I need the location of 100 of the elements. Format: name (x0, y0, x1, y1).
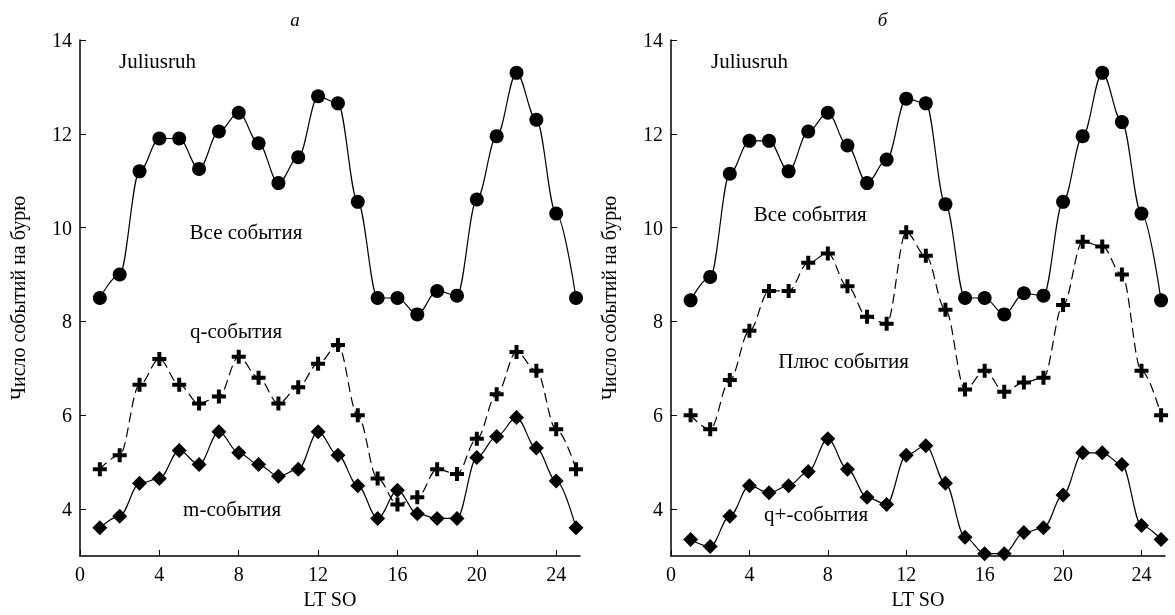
x-tick-label: 4 (744, 563, 755, 585)
point (996, 546, 1012, 562)
point (311, 89, 326, 104)
point (211, 124, 226, 139)
point (683, 532, 699, 548)
point (132, 164, 147, 179)
point (742, 133, 757, 148)
point (1056, 298, 1071, 313)
point (977, 363, 992, 378)
point (820, 105, 835, 120)
point (1134, 206, 1149, 221)
point (112, 508, 128, 524)
point (1016, 525, 1032, 541)
point (722, 373, 737, 388)
point (761, 485, 777, 501)
point (172, 131, 187, 146)
point (1154, 293, 1169, 308)
point (192, 396, 207, 411)
point (350, 478, 366, 494)
point (410, 307, 425, 322)
point (92, 291, 107, 305)
point (409, 506, 425, 522)
point (957, 529, 973, 545)
point (722, 166, 737, 181)
point (449, 510, 465, 526)
point (703, 422, 718, 437)
point (860, 309, 875, 324)
point (1114, 457, 1130, 473)
point (152, 351, 167, 366)
point (429, 510, 445, 526)
point (860, 176, 875, 191)
point (1075, 445, 1091, 461)
point (330, 96, 345, 111)
point (683, 408, 698, 423)
point (820, 431, 836, 447)
x-axis-title: LT SO (891, 587, 945, 610)
x-tick-label: 20 (1053, 563, 1074, 585)
point (92, 520, 108, 536)
series-label: Все события (753, 201, 867, 226)
point (92, 462, 107, 477)
chart-title: а (290, 9, 300, 30)
point (469, 449, 485, 465)
x-tick-label: 24 (1131, 563, 1152, 585)
point (389, 482, 405, 498)
point (489, 129, 504, 144)
point (211, 389, 226, 404)
point (112, 267, 127, 282)
point (781, 283, 796, 298)
point (509, 344, 524, 359)
point (879, 496, 895, 512)
y-tick-label: 4 (62, 498, 72, 521)
point (430, 462, 445, 477)
point (1134, 363, 1149, 378)
point (918, 438, 934, 454)
point (548, 473, 564, 489)
point (997, 384, 1012, 399)
point (450, 288, 464, 303)
y-tick-label: 12 (643, 122, 663, 145)
point (509, 65, 524, 80)
point (918, 96, 933, 111)
point (529, 363, 544, 378)
point (231, 105, 246, 120)
point (899, 91, 914, 106)
point (251, 370, 266, 385)
point (270, 468, 286, 484)
point (489, 387, 504, 402)
point (1114, 115, 1129, 130)
point (192, 162, 207, 176)
point (1075, 129, 1090, 144)
point (152, 131, 167, 146)
point (879, 152, 894, 167)
annotation: Juliusruh (711, 48, 789, 73)
point (310, 424, 326, 440)
x-tick-label: 8 (822, 563, 833, 585)
chart-title: б (877, 9, 889, 30)
point (251, 136, 266, 151)
series-label: m-события (183, 497, 282, 522)
y-tick-label: 6 (653, 404, 663, 427)
point (683, 293, 698, 308)
point (528, 440, 544, 456)
point (977, 546, 993, 562)
point (703, 269, 718, 284)
point (762, 283, 777, 298)
point (1153, 532, 1169, 548)
point (938, 302, 953, 317)
point (722, 508, 738, 524)
point (449, 466, 464, 481)
point (291, 380, 306, 395)
point (350, 408, 365, 423)
point (311, 356, 326, 371)
point (977, 291, 992, 305)
y-tick-label: 10 (52, 216, 72, 239)
point (231, 445, 247, 461)
point (898, 447, 914, 463)
point (430, 283, 445, 298)
point (569, 291, 584, 305)
point (469, 431, 484, 446)
point (997, 307, 1012, 322)
point (489, 428, 505, 444)
point (702, 539, 718, 555)
